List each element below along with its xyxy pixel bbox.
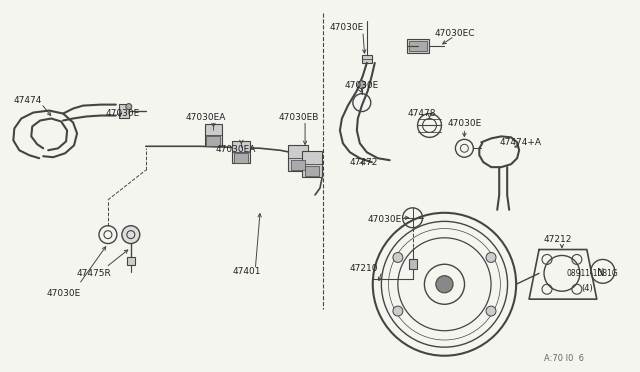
Text: 47474: 47474 bbox=[13, 96, 42, 105]
Text: 47212: 47212 bbox=[544, 235, 572, 244]
Text: 47475R: 47475R bbox=[76, 269, 111, 278]
Bar bbox=[291, 160, 305, 170]
Text: 47030E: 47030E bbox=[447, 119, 482, 128]
Text: 47401: 47401 bbox=[232, 267, 261, 276]
Text: 47030EA: 47030EA bbox=[216, 145, 256, 154]
Circle shape bbox=[436, 276, 453, 293]
Text: 47474+A: 47474+A bbox=[499, 138, 541, 147]
Text: 47030EA: 47030EA bbox=[186, 113, 226, 122]
Circle shape bbox=[358, 81, 366, 89]
Bar bbox=[305, 166, 319, 176]
Text: 47030E: 47030E bbox=[368, 215, 402, 224]
Text: A:70 I0  6: A:70 I0 6 bbox=[544, 354, 584, 363]
Text: 47472: 47472 bbox=[350, 158, 378, 167]
Bar bbox=[127, 257, 135, 265]
Text: 47030E: 47030E bbox=[106, 109, 140, 118]
Bar bbox=[408, 41, 426, 51]
Text: 47030EC: 47030EC bbox=[435, 29, 475, 38]
Bar bbox=[362, 55, 372, 63]
Circle shape bbox=[122, 226, 140, 244]
Text: 08911-1081G: 08911-1081G bbox=[567, 269, 619, 278]
Circle shape bbox=[393, 253, 403, 262]
Text: (4): (4) bbox=[581, 284, 593, 293]
Bar bbox=[232, 141, 250, 163]
Bar bbox=[205, 125, 223, 146]
Bar bbox=[302, 151, 322, 177]
Bar bbox=[119, 104, 129, 118]
Text: 47030EB: 47030EB bbox=[278, 113, 319, 122]
Text: 47210: 47210 bbox=[350, 264, 378, 273]
Circle shape bbox=[126, 104, 132, 110]
Bar bbox=[234, 153, 248, 163]
Bar bbox=[406, 39, 429, 53]
Text: N: N bbox=[596, 268, 604, 278]
Bar bbox=[408, 259, 417, 269]
Text: 47478: 47478 bbox=[408, 109, 436, 118]
Circle shape bbox=[393, 306, 403, 316]
Text: 47030E: 47030E bbox=[46, 289, 81, 298]
Text: 47030E: 47030E bbox=[345, 81, 379, 90]
Circle shape bbox=[486, 253, 496, 262]
Text: 47030E: 47030E bbox=[330, 23, 364, 32]
Bar bbox=[207, 137, 220, 146]
Circle shape bbox=[486, 306, 496, 316]
Bar bbox=[288, 145, 308, 171]
